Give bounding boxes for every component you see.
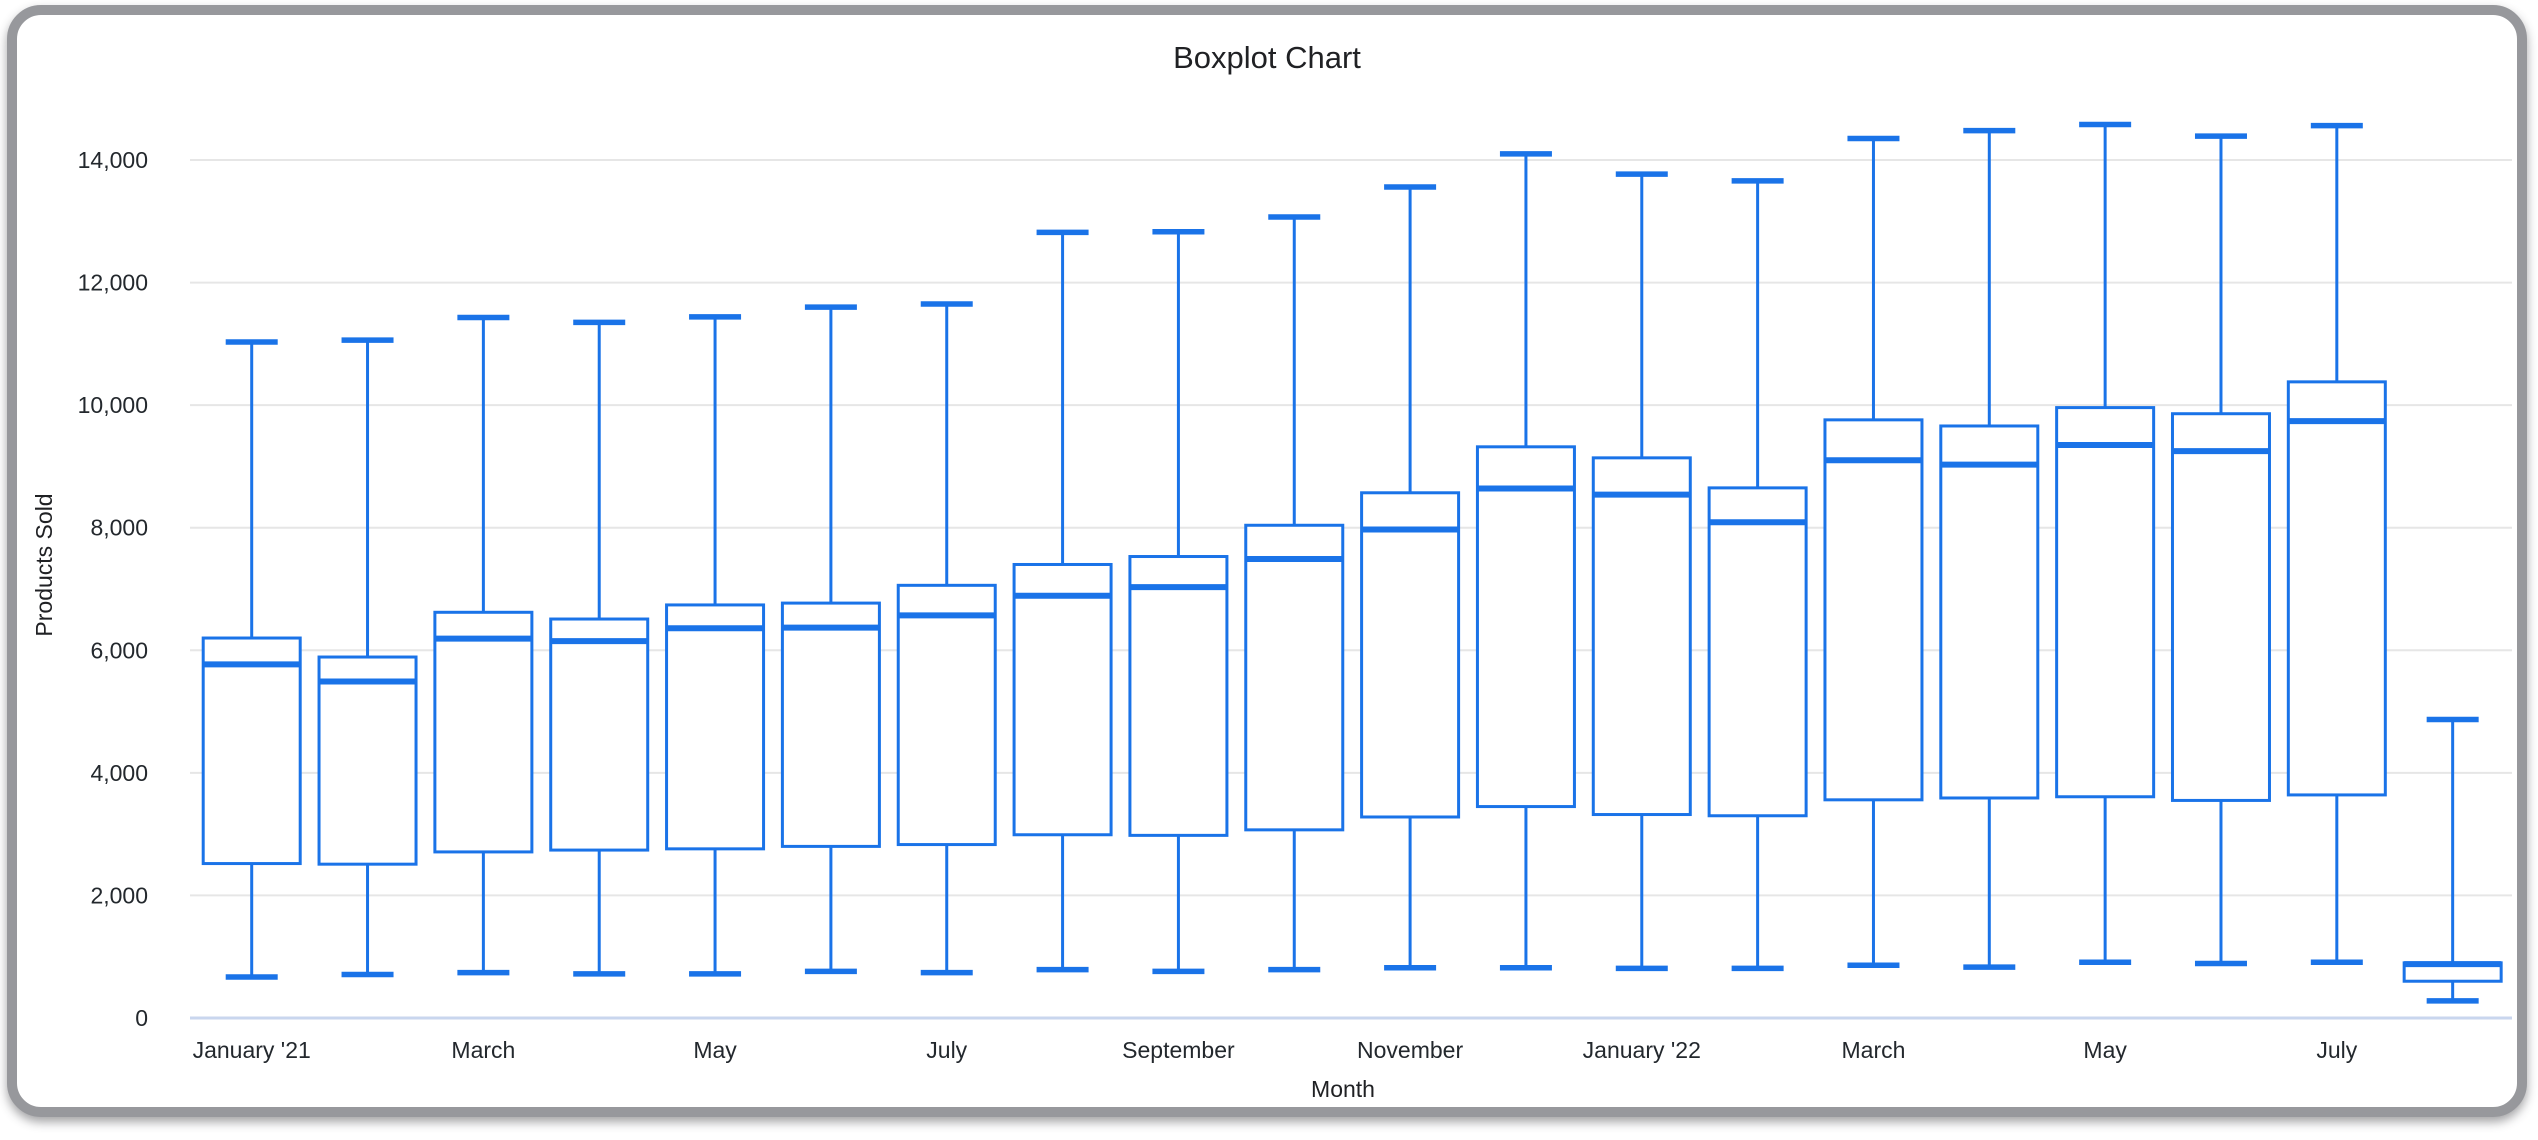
- chart-title: Boxplot Chart: [1173, 40, 1361, 75]
- x-tick-label: January '21: [193, 1037, 311, 1063]
- y-tick-label: 6,000: [90, 637, 148, 663]
- iqr-box: [1939, 424, 2040, 800]
- boxplot-october-21[interactable]: [1244, 214, 1345, 973]
- y-axis-tick-labels: 0 2,000 4,000 6,000 8,000 10,000 12,000 14,000: [78, 147, 148, 1031]
- iqr-box: [1475, 445, 1576, 809]
- y-tick-label: 8,000: [90, 515, 148, 541]
- boxplot-december-21[interactable]: [1475, 151, 1576, 971]
- iqr-box: [2286, 380, 2387, 797]
- boxplot-november-21[interactable]: [1360, 184, 1461, 971]
- iqr-box: [1823, 418, 1924, 802]
- y-tick-label: 4,000: [90, 760, 148, 786]
- y-tick-label: 2,000: [90, 882, 148, 908]
- x-tick-label: July: [926, 1037, 967, 1063]
- iqr-box: [1244, 523, 1345, 832]
- iqr-box: [2055, 406, 2156, 799]
- y-tick-label: 10,000: [78, 392, 148, 418]
- boxplot-may-21[interactable]: [665, 314, 766, 977]
- iqr-box: [1591, 456, 1692, 817]
- x-tick-label: September: [1122, 1037, 1235, 1063]
- gridlines: [190, 159, 2512, 1020]
- x-tick-label: May: [693, 1037, 737, 1063]
- iqr-box: [1360, 491, 1461, 819]
- boxplot-june-22[interactable]: [2170, 133, 2271, 967]
- x-tick-label: July: [2316, 1037, 2357, 1063]
- x-axis-title: Month: [1311, 1076, 1375, 1102]
- iqr-box: [665, 603, 766, 851]
- iqr-box: [317, 655, 418, 866]
- boxplot-july-21[interactable]: [896, 301, 997, 976]
- boxplot-march-22[interactable]: [1823, 135, 1924, 969]
- boxplot-august-21[interactable]: [1012, 229, 1113, 973]
- iqr-box: [549, 617, 650, 852]
- boxplot-february-21[interactable]: [317, 337, 418, 978]
- boxplot-series: [201, 121, 2503, 1004]
- x-tick-label: November: [1357, 1037, 1463, 1063]
- iqr-box: [896, 583, 997, 847]
- x-tick-label: March: [1842, 1037, 1906, 1063]
- boxplot-january-21[interactable]: [201, 339, 302, 980]
- boxplot-february-22[interactable]: [1707, 178, 1808, 972]
- y-tick-label: 0: [135, 1005, 148, 1031]
- iqr-box: [433, 610, 534, 854]
- iqr-box: [1012, 562, 1113, 837]
- y-tick-label: 12,000: [78, 270, 148, 296]
- boxplot-april-22[interactable]: [1939, 127, 2040, 970]
- iqr-box: [1128, 555, 1229, 837]
- boxplot-june-21[interactable]: [780, 304, 881, 975]
- boxplot-march-21[interactable]: [433, 314, 534, 976]
- boxplot-september-21[interactable]: [1128, 228, 1229, 975]
- boxplot-january-22[interactable]: [1591, 171, 1692, 972]
- y-axis-title: Products Sold: [31, 493, 57, 636]
- boxplot-august-22[interactable]: [2402, 716, 2503, 1004]
- iqr-box: [2170, 412, 2271, 802]
- x-axis-tick-labels: January '21 March May July September November…: [193, 1037, 2358, 1063]
- iqr-box: [201, 636, 302, 866]
- x-tick-label: March: [451, 1037, 515, 1063]
- boxplot-july-22[interactable]: [2286, 122, 2387, 965]
- iqr-box: [780, 601, 881, 848]
- x-tick-label: May: [2083, 1037, 2127, 1063]
- y-tick-label: 14,000: [78, 147, 148, 173]
- x-tick-label: January '22: [1583, 1037, 1701, 1063]
- boxplot-may-22[interactable]: [2055, 121, 2156, 965]
- boxplot-april-21[interactable]: [549, 319, 650, 977]
- iqr-box: [1707, 486, 1808, 818]
